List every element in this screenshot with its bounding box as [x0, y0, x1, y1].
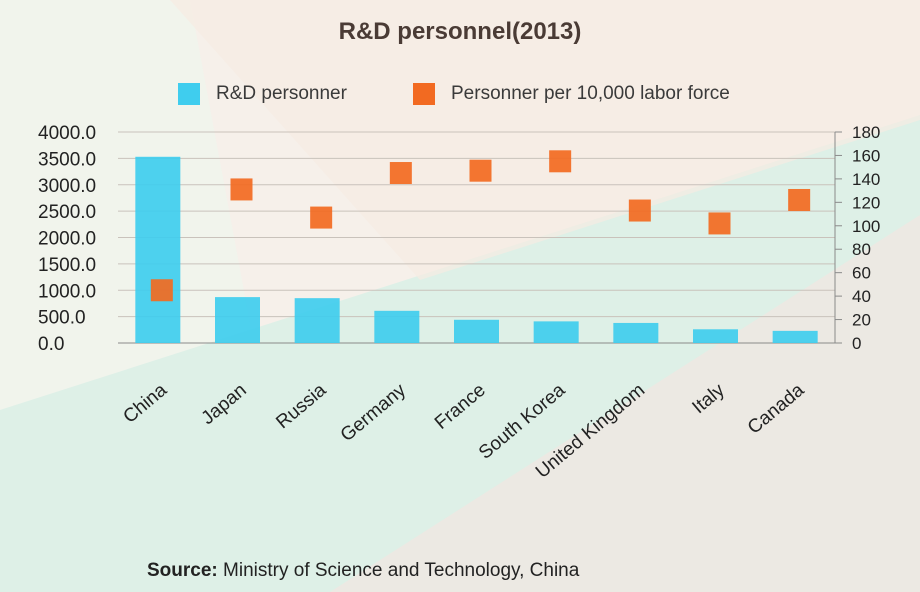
- y-left-tick-label: 500.0: [38, 308, 86, 329]
- bar: [135, 156, 181, 343]
- y-left-tick-label: 0.0: [38, 334, 64, 355]
- legend-swatch-bar: [178, 83, 200, 105]
- x-tick-label: Russia: [272, 379, 330, 433]
- y-right-tick-label: 60: [852, 264, 871, 283]
- bar: [693, 329, 738, 343]
- legend-label-bar: R&D personner: [216, 83, 347, 104]
- y-right-tick-label: 160: [852, 146, 880, 165]
- y-left-tick-label: 4000.0: [38, 123, 96, 144]
- x-tick-label: Italy: [689, 379, 730, 418]
- y-left-tick-label: 3500.0: [38, 149, 96, 170]
- legend-item-bar: R&D personner: [178, 82, 347, 106]
- y-right-tick-label: 80: [852, 240, 871, 259]
- legend-swatch-marker: [413, 83, 435, 105]
- bar: [454, 319, 499, 343]
- marker-point: [389, 162, 412, 185]
- y-left-tick-label: 1000.0: [38, 281, 96, 302]
- marker-point: [549, 150, 572, 173]
- x-tick-label: Germany: [337, 379, 411, 446]
- marker-point: [708, 212, 731, 235]
- y-right-tick-label: 180: [852, 123, 880, 142]
- marker-point: [788, 188, 811, 211]
- y-right-tick-label: 40: [852, 287, 871, 306]
- source-label: Source:: [147, 560, 218, 581]
- y-left-tick-label: 1500.0: [38, 255, 96, 276]
- y-right-tick-label: 20: [852, 311, 871, 330]
- x-tick-label: France: [431, 380, 490, 434]
- y-left-tick-label: 2000.0: [38, 229, 96, 250]
- bar: [294, 298, 340, 343]
- bar: [533, 321, 579, 343]
- source-text: Ministry of Science and Technology, Chin…: [217, 560, 580, 581]
- legend-item-marker: Personner per 10,000 labor force: [413, 82, 730, 106]
- marker-point: [310, 206, 333, 229]
- y-right-tick-label: 0: [852, 334, 861, 353]
- bar: [613, 322, 659, 343]
- y-right-tick-label: 100: [852, 217, 880, 236]
- x-tick-label: China: [120, 379, 172, 427]
- marker-point: [230, 178, 253, 201]
- source-note: Source: Ministry of Science and Technolo…: [147, 560, 579, 582]
- y-right-tick-label: 140: [852, 170, 880, 189]
- marker-point: [469, 159, 492, 182]
- chart-title: R&D personnel(2013): [338, 18, 582, 45]
- legend-label-marker: Personner per 10,000 labor force: [451, 83, 730, 104]
- bar: [215, 297, 260, 343]
- y-left-tick-label: 2500.0: [38, 202, 96, 223]
- marker-point: [150, 279, 173, 302]
- y-right-tick-label: 120: [852, 193, 880, 212]
- bar: [374, 310, 420, 343]
- y-left-tick-label: 3000.0: [38, 176, 96, 197]
- marker-point: [628, 199, 651, 222]
- x-tick-label: Japan: [198, 380, 251, 429]
- bar: [772, 330, 818, 343]
- x-tick-label: Canada: [744, 379, 809, 438]
